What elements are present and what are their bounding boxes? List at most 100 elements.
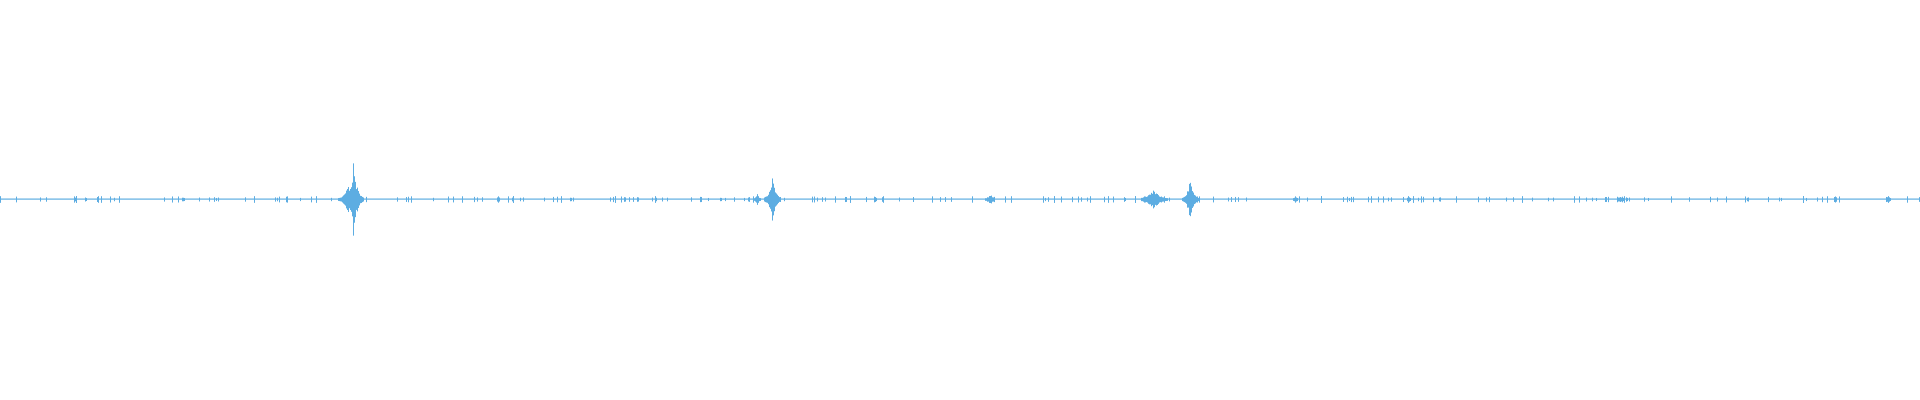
waveform-sample bbox=[814, 196, 815, 203]
waveform-sample bbox=[110, 196, 111, 203]
waveform-sample bbox=[621, 196, 622, 203]
waveform-sample bbox=[331, 197, 332, 202]
waveform-sample bbox=[348, 186, 349, 213]
waveform-sample bbox=[1011, 196, 1012, 203]
waveform-sample bbox=[771, 187, 772, 212]
waveform-sample bbox=[1054, 196, 1055, 203]
waveform-sample bbox=[523, 197, 524, 202]
waveform-sample bbox=[1090, 196, 1091, 203]
waveform-sample bbox=[1522, 196, 1523, 203]
waveform-sample bbox=[114, 197, 115, 202]
waveform-sample bbox=[725, 197, 726, 202]
waveform-sample bbox=[1409, 197, 1410, 202]
waveform-sample bbox=[75, 197, 76, 202]
waveform-sample bbox=[773, 183, 774, 216]
waveform-sample bbox=[1605, 197, 1606, 202]
waveform-sample bbox=[462, 196, 463, 203]
waveform-sample bbox=[760, 198, 761, 201]
waveform-sample bbox=[753, 196, 754, 203]
waveform-sample bbox=[359, 193, 360, 206]
waveform-sample bbox=[101, 196, 102, 203]
waveform-sample bbox=[629, 197, 630, 202]
waveform-sample bbox=[498, 196, 499, 203]
waveform-sample bbox=[1410, 197, 1411, 202]
waveform-sample bbox=[990, 195, 991, 204]
waveform-sample bbox=[775, 192, 776, 207]
waveform-sample bbox=[1622, 196, 1623, 203]
waveform-sample bbox=[876, 197, 877, 202]
waveform-sample bbox=[1146, 196, 1147, 203]
waveform-sample bbox=[1671, 196, 1672, 203]
waveform-sample bbox=[277, 197, 278, 202]
waveform-sample bbox=[1166, 198, 1167, 201]
waveform-sample bbox=[987, 197, 988, 202]
waveform-sample bbox=[1135, 196, 1136, 203]
waveform-sample bbox=[1621, 197, 1622, 202]
waveform-sample bbox=[1159, 196, 1160, 203]
waveform-sample bbox=[777, 194, 778, 205]
waveform-sample bbox=[720, 197, 721, 202]
waveform-sample bbox=[1192, 191, 1193, 208]
waveform-sample bbox=[767, 196, 768, 203]
waveform-sample bbox=[1155, 194, 1156, 205]
waveform-sample bbox=[497, 197, 498, 202]
waveform-sample bbox=[656, 197, 657, 202]
waveform-sample bbox=[1781, 197, 1782, 202]
waveform-sample bbox=[817, 197, 818, 202]
waveform-sample bbox=[768, 194, 769, 205]
waveform-sample bbox=[1413, 196, 1414, 203]
waveform-sample bbox=[883, 196, 884, 203]
waveform-sample bbox=[945, 197, 946, 202]
waveform-sample bbox=[1383, 196, 1384, 203]
waveform-sample bbox=[477, 197, 478, 202]
waveform-sample bbox=[755, 197, 756, 202]
waveform-sample bbox=[1726, 196, 1727, 203]
waveform-sample bbox=[349, 190, 350, 209]
waveform-sample bbox=[1161, 196, 1162, 203]
waveform-sample bbox=[766, 196, 767, 203]
waveform-sample bbox=[499, 197, 500, 202]
waveform-sample bbox=[1231, 197, 1232, 202]
waveform-sample bbox=[182, 197, 183, 202]
waveform-sample bbox=[1888, 196, 1889, 203]
waveform-sample bbox=[411, 196, 412, 203]
waveform-sample bbox=[866, 196, 867, 203]
waveform-sample bbox=[362, 196, 363, 203]
waveform-sample bbox=[1196, 196, 1197, 203]
waveform-sample bbox=[1827, 196, 1828, 203]
waveform-sample bbox=[300, 197, 301, 202]
waveform-sample bbox=[1191, 186, 1192, 213]
waveform-sample bbox=[1440, 197, 1441, 202]
waveform-sample bbox=[1486, 197, 1487, 202]
waveform-sample bbox=[1836, 197, 1837, 202]
waveform-sample bbox=[972, 196, 973, 203]
waveform-sample bbox=[1907, 196, 1908, 203]
waveform-sample bbox=[744, 197, 745, 202]
waveform-sample bbox=[1623, 197, 1624, 202]
waveform-sample bbox=[951, 197, 952, 202]
waveform-sample bbox=[218, 197, 219, 202]
waveform-sample bbox=[721, 197, 722, 202]
waveform-sample bbox=[850, 196, 851, 203]
waveform-sample bbox=[613, 196, 614, 203]
waveform-sample bbox=[1624, 196, 1625, 203]
waveform-sample bbox=[759, 197, 760, 202]
waveform-sample bbox=[1617, 196, 1618, 203]
waveform-sample bbox=[1157, 194, 1158, 205]
waveform-sample bbox=[772, 178, 773, 221]
waveform-sample bbox=[667, 197, 668, 202]
waveform-sample bbox=[172, 196, 173, 203]
waveform-sample bbox=[825, 197, 826, 202]
waveform-sample bbox=[1629, 197, 1630, 202]
waveform-sample bbox=[913, 197, 914, 202]
waveform-sample bbox=[1803, 196, 1804, 203]
waveform-sample bbox=[1421, 196, 1422, 203]
waveform-sample bbox=[1608, 196, 1609, 203]
waveform-sample bbox=[1185, 196, 1186, 203]
waveform-sample bbox=[1147, 196, 1148, 203]
waveform-sample bbox=[1152, 193, 1153, 206]
waveform-sample bbox=[754, 198, 755, 201]
waveform-sample bbox=[1104, 196, 1105, 203]
waveform-sample bbox=[662, 197, 663, 202]
